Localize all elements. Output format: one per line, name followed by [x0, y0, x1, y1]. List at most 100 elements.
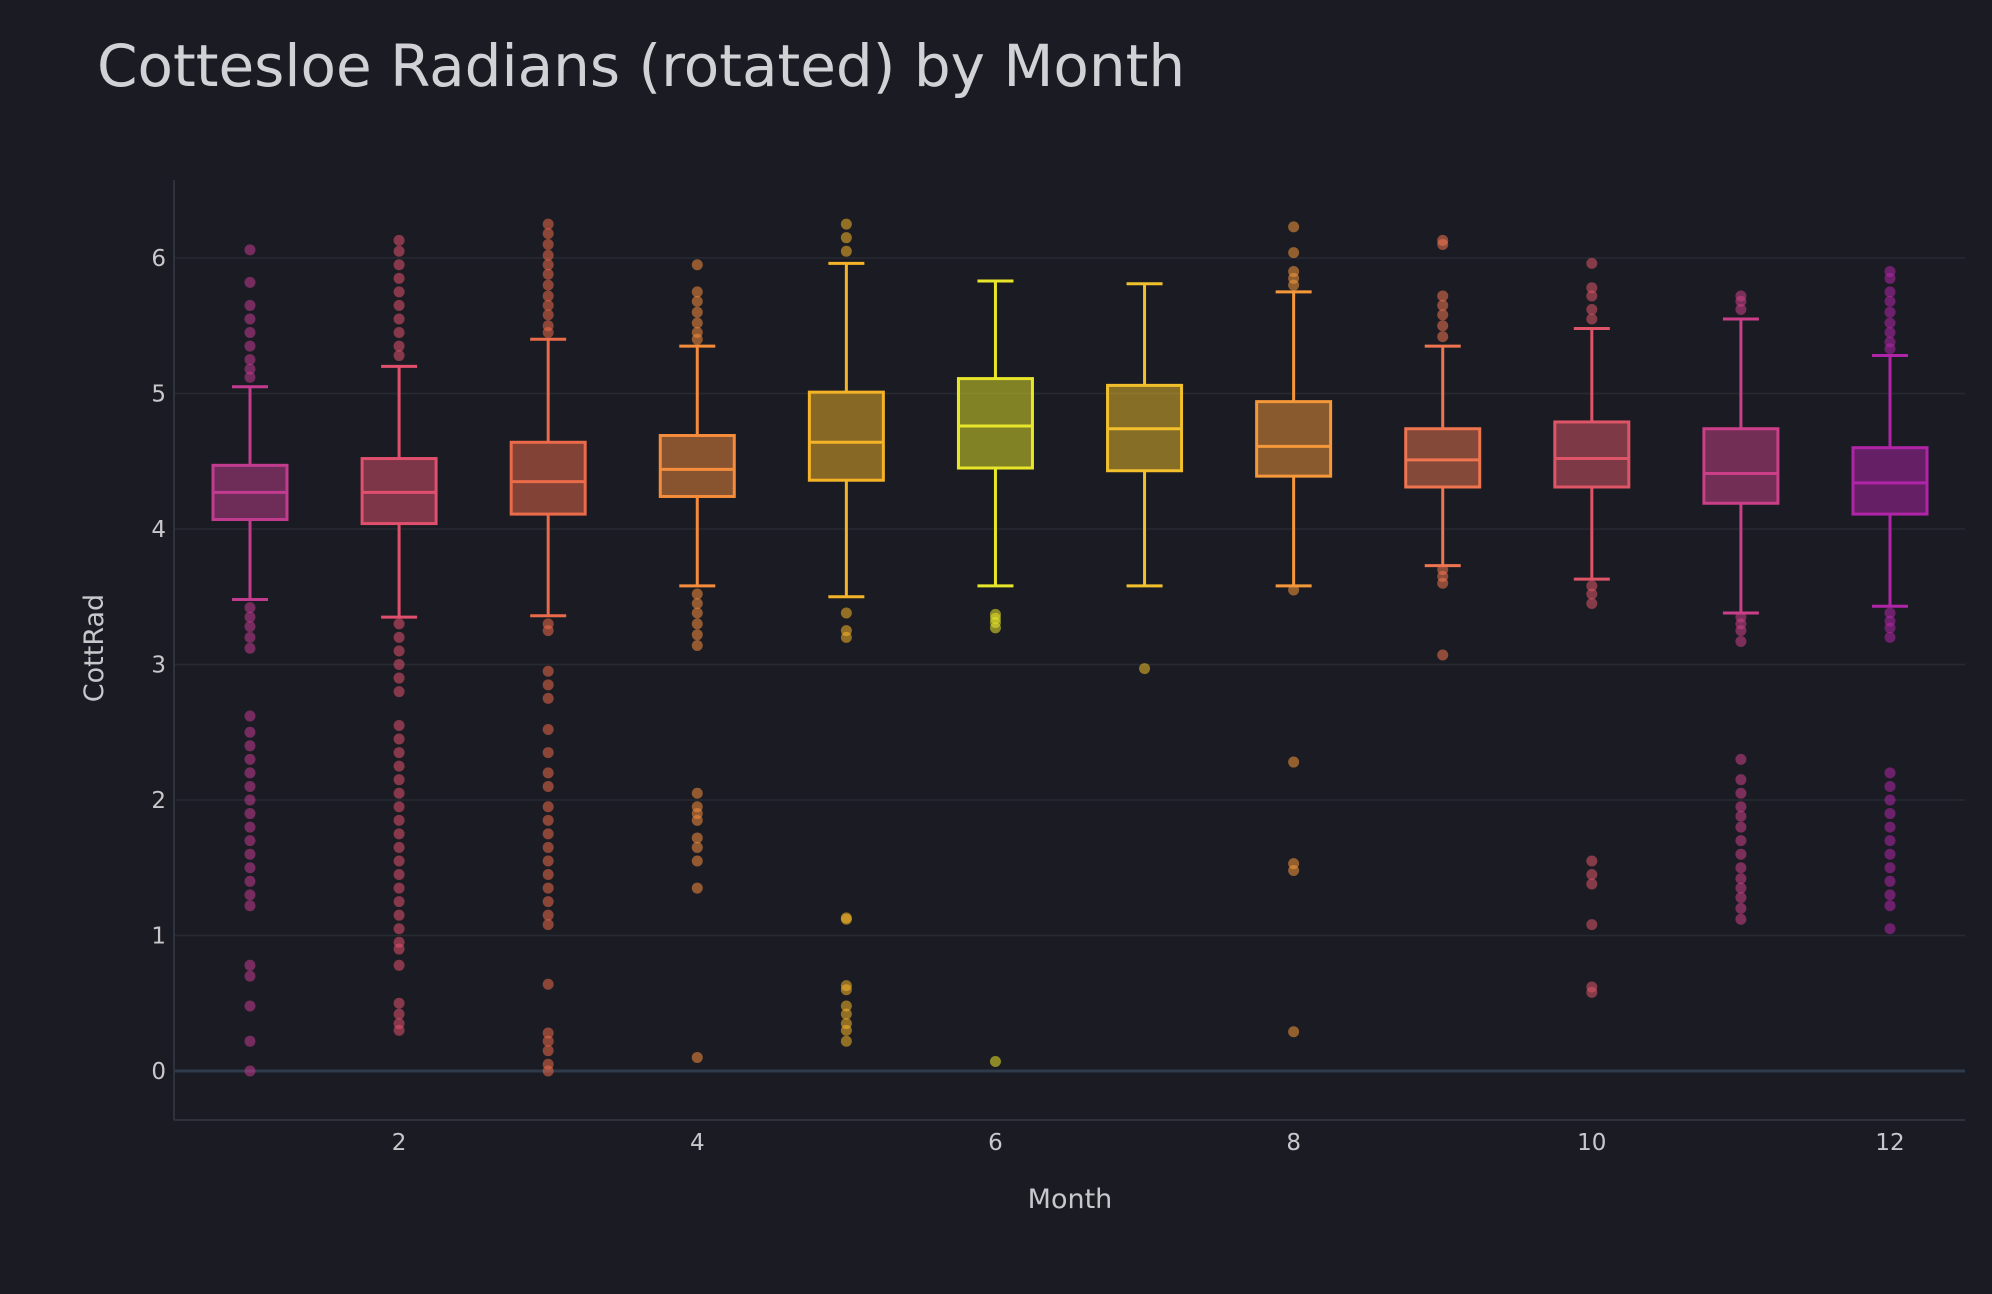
outlier-point	[1735, 882, 1747, 894]
outlier-point	[840, 913, 852, 925]
outlier-point	[1735, 625, 1747, 637]
box-iqr	[956, 377, 1034, 470]
outlier-point	[244, 959, 256, 971]
outlier-point	[393, 869, 405, 881]
outlier-point	[1884, 794, 1896, 806]
outlier-point	[542, 1027, 554, 1039]
box-iqr	[658, 434, 736, 498]
outlier-point	[542, 841, 554, 853]
outlier-point	[542, 228, 554, 240]
outlier-point	[393, 672, 405, 684]
outlier-point	[542, 309, 554, 321]
box-month-1	[211, 244, 289, 1077]
box-iqr	[1702, 427, 1780, 505]
outlier-point	[393, 286, 405, 298]
outlier-point	[244, 970, 256, 982]
outlier-point	[244, 371, 256, 383]
outlier-point	[1139, 663, 1151, 675]
outlier-point	[393, 234, 405, 246]
outlier-point	[1437, 290, 1449, 302]
outlier-point	[691, 598, 703, 610]
outlier-point	[691, 832, 703, 844]
outlier-point	[393, 719, 405, 731]
outlier-point	[691, 295, 703, 307]
x-tick-label: 8	[1286, 1130, 1301, 1156]
outlier-point	[691, 259, 703, 271]
outlier-point	[393, 350, 405, 362]
outlier-point	[542, 909, 554, 921]
outlier-point	[393, 943, 405, 955]
outlier-point	[393, 882, 405, 894]
y-tick-label: 0	[151, 1059, 166, 1085]
outlier-point	[1437, 309, 1449, 321]
outlier-point	[1586, 313, 1598, 325]
outlier-point	[1884, 835, 1896, 847]
outlier-point	[542, 290, 554, 302]
outlier-point	[393, 645, 405, 657]
outlier-point	[691, 1051, 703, 1063]
outlier-point	[542, 747, 554, 759]
outlier-point	[244, 340, 256, 352]
outlier-point	[1884, 900, 1896, 912]
outlier-point	[840, 232, 852, 244]
box-month-5	[807, 218, 885, 1047]
outlier-point	[840, 1000, 852, 1012]
outlier-point	[393, 787, 405, 799]
outlier-point	[691, 640, 703, 652]
outlier-point	[1884, 875, 1896, 887]
outlier-point	[244, 244, 256, 256]
outlier-point	[542, 855, 554, 867]
outlier-point	[989, 1056, 1001, 1068]
outlier-point	[393, 313, 405, 325]
outlier-point	[244, 900, 256, 912]
outlier-point	[1884, 808, 1896, 820]
outlier-point	[393, 618, 405, 630]
box-iqr	[509, 440, 587, 516]
outlier-point	[393, 747, 405, 759]
outlier-point	[244, 767, 256, 779]
outlier-point	[1586, 282, 1598, 294]
outlier-point	[1586, 290, 1598, 302]
outlier-point	[1884, 767, 1896, 779]
outlier-point	[1884, 343, 1896, 355]
outlier-point	[840, 984, 852, 996]
outlier-point	[244, 889, 256, 901]
outlier-point	[840, 607, 852, 619]
outlier-point	[542, 299, 554, 311]
x-tick-label: 10	[1577, 1130, 1606, 1156]
y-tick-label: 1	[151, 924, 166, 950]
outlier-point	[244, 602, 256, 614]
plot-area	[211, 218, 1929, 1077]
outlier-point	[393, 340, 405, 352]
outlier-point	[1735, 787, 1747, 799]
outlier-point	[691, 317, 703, 329]
outlier-point	[542, 665, 554, 677]
outlier-point	[542, 679, 554, 691]
outlier-point	[1735, 902, 1747, 914]
outlier-point	[542, 780, 554, 792]
outlier-point	[1884, 631, 1896, 643]
outlier-point	[691, 607, 703, 619]
outlier-point	[1884, 780, 1896, 792]
box-month-4	[658, 259, 736, 1063]
outlier-point	[244, 631, 256, 643]
outlier-point	[542, 919, 554, 931]
outlier-point	[1288, 221, 1300, 233]
outlier-point	[1437, 649, 1449, 661]
outlier-point	[1735, 303, 1747, 315]
box-iqr	[1404, 427, 1482, 489]
outlier-point	[244, 710, 256, 722]
outlier-point	[542, 259, 554, 271]
outlier-point	[1735, 862, 1747, 874]
outlier-point	[691, 306, 703, 318]
y-tick-label: 4	[151, 517, 166, 543]
outlier-point	[840, 218, 852, 230]
outlier-point	[1586, 986, 1598, 998]
outlier-point	[542, 279, 554, 291]
outlier-point	[244, 862, 256, 874]
outlier-point	[1288, 1026, 1300, 1038]
outlier-point	[542, 692, 554, 704]
outlier-point	[691, 588, 703, 600]
outlier-point	[393, 774, 405, 786]
